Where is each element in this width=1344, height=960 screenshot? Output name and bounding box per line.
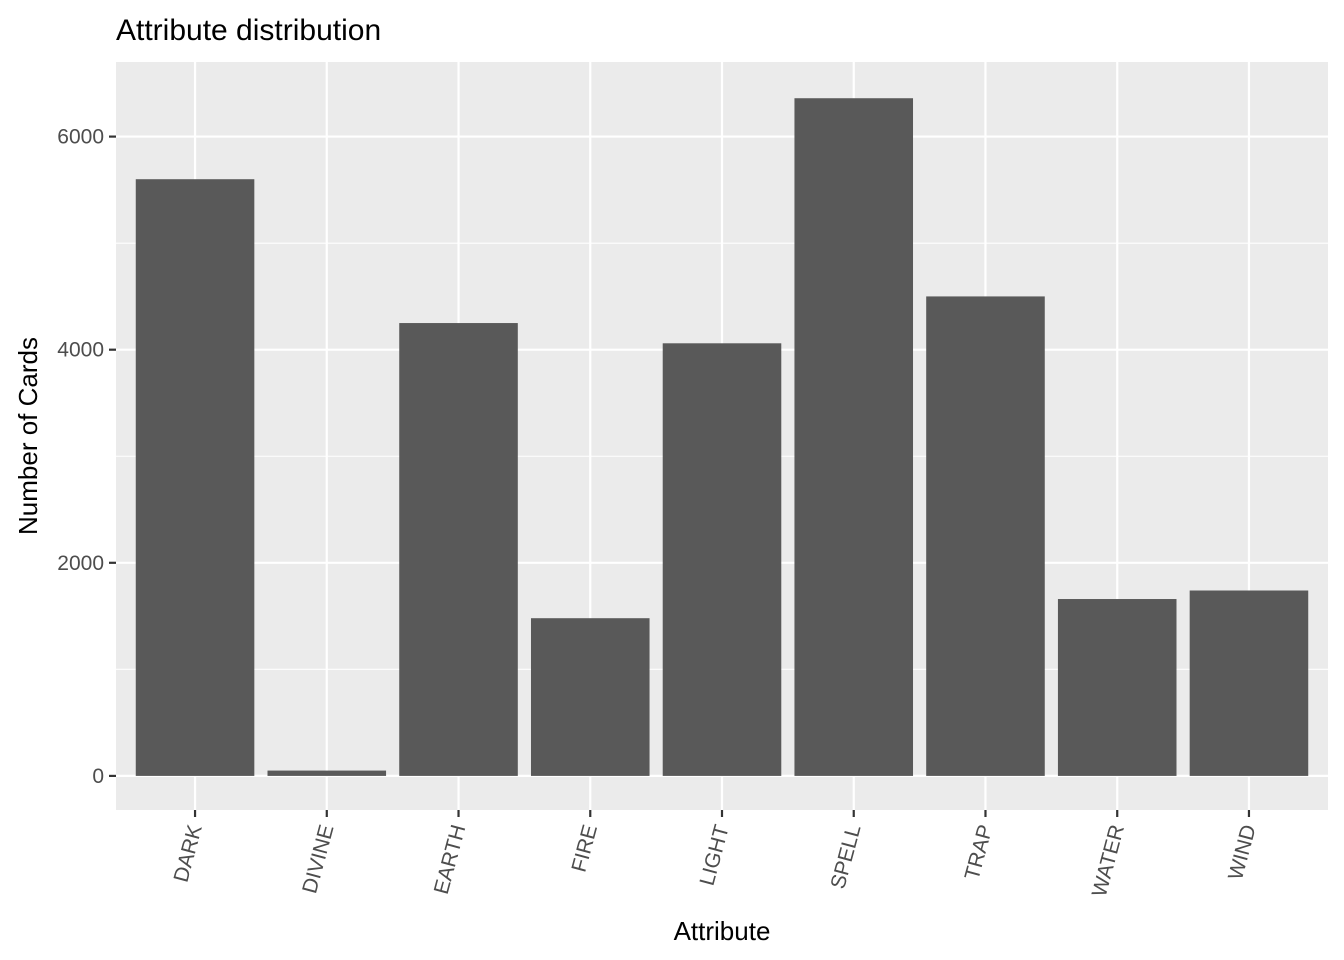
y-axis-title: Number of Cards xyxy=(13,337,43,535)
x-axis-title: Attribute xyxy=(674,916,771,946)
x-tick-label: FIRE xyxy=(567,822,602,874)
x-tick-label: DIVINE xyxy=(298,822,338,896)
bar-dark xyxy=(135,179,255,776)
x-tick-label: LIGHT xyxy=(696,822,734,888)
x-tick-label: WATER xyxy=(1088,822,1129,899)
bar-spell xyxy=(794,98,914,776)
x-tick-label: DARK xyxy=(170,822,207,884)
x-tick-label: TRAP xyxy=(961,822,998,882)
y-tick-label: 4000 xyxy=(57,339,104,362)
bar-divine xyxy=(267,770,387,776)
x-axis: DARK DIVINE EARTH FIRE LIGHT SPELL TRAP WATER WI… xyxy=(170,810,1261,899)
bar-wind xyxy=(1189,590,1309,776)
x-tick-label: WIND xyxy=(1224,822,1261,882)
y-tick-label: 6000 xyxy=(57,126,104,149)
x-tick-label: EARTH xyxy=(430,822,471,896)
bar-fire xyxy=(530,618,650,776)
bar-trap xyxy=(926,296,1045,776)
x-tick-label: SPELL xyxy=(826,822,865,891)
bars xyxy=(135,98,1309,776)
chart-title: Attribute distribution xyxy=(116,14,381,47)
y-tick-label: 0 xyxy=(92,765,104,788)
y-tick-label: 2000 xyxy=(57,552,104,575)
bar-earth xyxy=(399,323,518,776)
y-axis: 0 2000 4000 6000 xyxy=(57,126,116,788)
bar-water xyxy=(1057,599,1177,776)
bar-light xyxy=(662,343,782,776)
